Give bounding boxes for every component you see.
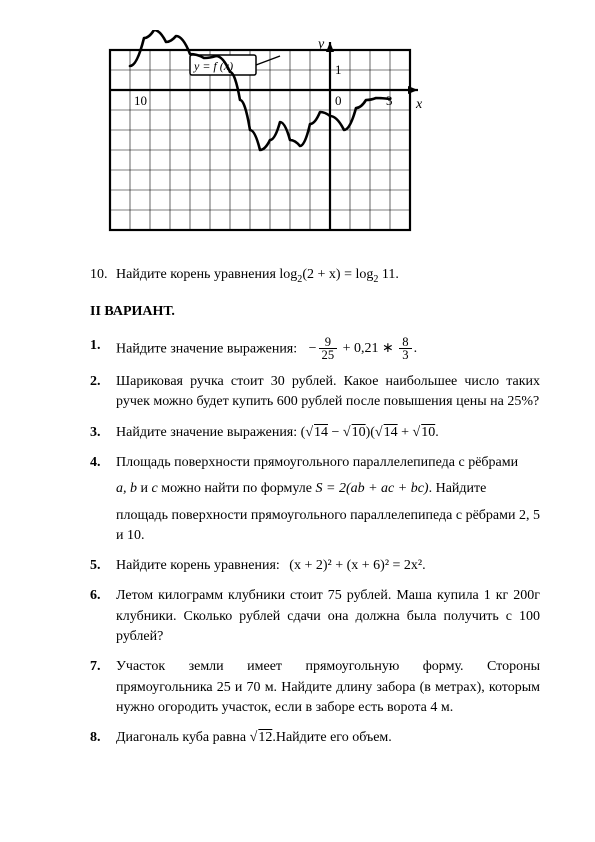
expression: √14 − √10)(√14 + √10.	[305, 425, 438, 440]
item-body: Найдите значение выражения: (√14 − √10)(…	[116, 423, 540, 443]
svg-text:10: 10	[134, 93, 147, 108]
item-body: Найдите корень уравнения: (x + 2)² + (x …	[116, 556, 540, 576]
equation: log2(2 + x) = log2 11.	[279, 267, 398, 282]
problem-8: 8. Диагональ куба равна √12.Найдите его …	[90, 728, 540, 748]
item-body: Диагональ куба равна √12.Найдите его объ…	[116, 728, 540, 748]
svg-text:x: x	[415, 97, 423, 112]
item-body: Участок земли имеет прямоугольную форму.…	[116, 657, 540, 718]
function-graph: yx01103y = f (x)	[90, 30, 540, 247]
item-number: 4.	[90, 453, 116, 546]
problem-2: 2. Шариковая ручка стоит 30 рублей. Како…	[90, 372, 540, 413]
item-number: 6.	[90, 586, 116, 647]
variant-header: II ВАРИАНТ.	[90, 302, 540, 322]
problem-5: 5. Найдите корень уравнения: (x + 2)² + …	[90, 556, 540, 576]
expression: −925 + 0,21 ∗ 83.	[309, 341, 417, 356]
svg-text:3: 3	[386, 93, 393, 108]
equation: (x + 2)² + (x + 6)² = 2x².	[289, 558, 425, 573]
problem-3: 3. Найдите значение выражения: (√14 − √1…	[90, 423, 540, 443]
problem-6: 6. Летом килограмм клубники стоит 75 руб…	[90, 586, 540, 647]
svg-text:0: 0	[335, 93, 342, 108]
item-number: 5.	[90, 556, 116, 576]
item-number: 2.	[90, 372, 116, 413]
item-body: Найдите значение выражения: −925 + 0,21 …	[116, 336, 540, 362]
item-number: 1.	[90, 336, 116, 362]
item-body: Площадь поверхности прямоугольного парал…	[116, 453, 540, 546]
problem-7: 7. Участок земли имеет прямоугольную фор…	[90, 657, 540, 718]
item-body: Найдите корень уравнения log2(2 + x) = l…	[116, 265, 399, 285]
item-number: 10.	[90, 265, 116, 285]
item-number: 8.	[90, 728, 116, 748]
problem-4: 4. Площадь поверхности прямоугольного па…	[90, 453, 540, 546]
item-number: 7.	[90, 657, 116, 718]
expression: √12	[250, 730, 273, 745]
svg-text:y: y	[316, 37, 325, 52]
item-body: Шариковая ручка стоит 30 рублей. Какое н…	[116, 372, 540, 413]
item-body: Летом килограмм клубники стоит 75 рублей…	[116, 586, 540, 647]
problem-10: 10. Найдите корень уравнения log2(2 + x)…	[90, 265, 540, 285]
problem-1: 1. Найдите значение выражения: −925 + 0,…	[90, 336, 540, 362]
problem-text: Найдите корень уравнения	[116, 267, 276, 282]
item-number: 3.	[90, 423, 116, 443]
svg-text:1: 1	[335, 62, 342, 77]
